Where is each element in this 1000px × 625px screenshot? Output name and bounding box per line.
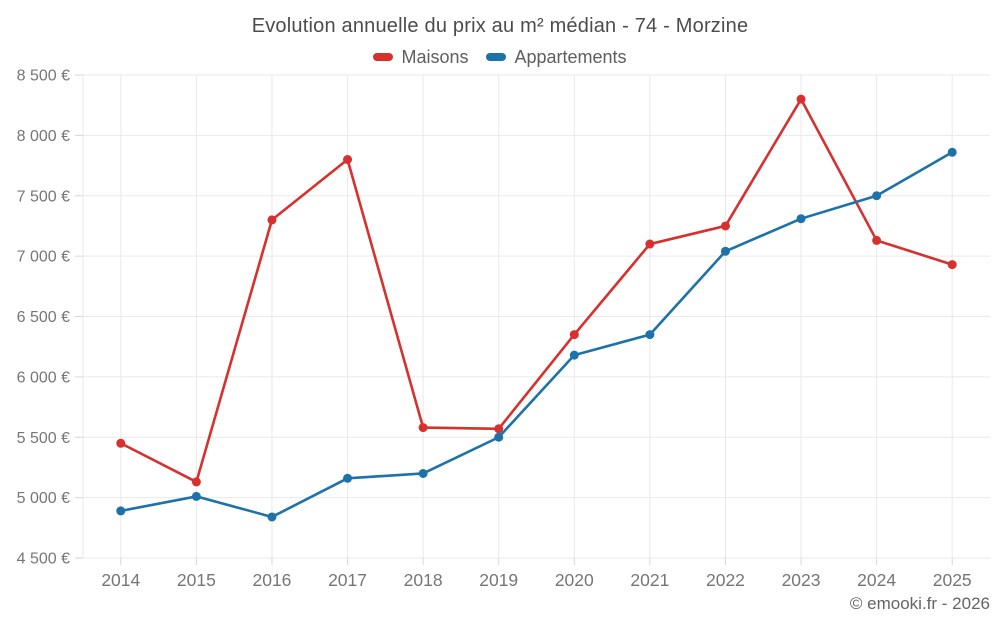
legend-label-maisons: Maisons [401, 46, 469, 67]
x-tick-label: 2015 [177, 570, 216, 590]
axis-ticks [75, 74, 953, 565]
x-tick-label: 2017 [328, 570, 367, 590]
appartements-point-2017 [343, 473, 353, 483]
maisons-point-2019 [494, 424, 504, 434]
y-tick-label: 6 500 € [17, 309, 70, 326]
y-tick-label: 5 000 € [17, 490, 70, 507]
x-tick-label: 2018 [404, 570, 443, 590]
y-tick-label: 4 500 € [17, 551, 70, 568]
y-tick-label: 7 500 € [17, 188, 70, 205]
x-tick-label: 2021 [630, 570, 669, 590]
appartements-point-2019 [494, 432, 504, 442]
x-tick-label: 2024 [857, 570, 896, 590]
maisons-series-swatch-icon [373, 53, 394, 61]
x-tick-label: 2023 [782, 570, 821, 590]
appartements-point-2022 [720, 246, 730, 256]
maisons-line [119, 97, 954, 484]
copyright-text: © emooki.fr - 2026 [849, 594, 990, 613]
maisons-point-2020 [569, 330, 579, 340]
chart-legend: Maisons Appartements [0, 46, 1000, 68]
x-tick-label: 2025 [933, 570, 972, 590]
appartements-point-2025 [947, 147, 957, 157]
appartements-series-swatch-icon [486, 53, 507, 61]
maisons-point-2015 [191, 477, 201, 487]
chart-title: Evolution annuelle du prix au m² médian … [251, 15, 749, 37]
legend-item-appartements[interactable]: Appartements [486, 46, 627, 68]
maisons-point-2021 [645, 239, 655, 249]
x-tick-label: 2020 [555, 570, 594, 590]
y-tick-label: 5 500 € [17, 430, 70, 447]
appartements-point-2024 [872, 191, 882, 201]
legend-label-appartements: Appartements [514, 46, 627, 67]
maisons-point-2022 [720, 221, 730, 231]
series-maisons [116, 94, 957, 487]
appartements-point-2023 [796, 214, 806, 224]
appartements-point-2016 [267, 512, 277, 522]
y-tick-label: 8 500 € [17, 68, 70, 85]
series-appartements [116, 147, 957, 522]
x-tick-label: 2014 [101, 570, 140, 590]
maisons-point-2025 [947, 260, 957, 270]
y-tick-label: 7 000 € [17, 249, 70, 266]
maisons-point-2017 [343, 155, 353, 165]
x-tick-label: 2022 [706, 570, 745, 590]
y-tick-label: 6 000 € [17, 369, 70, 386]
appartements-point-2020 [569, 350, 579, 360]
appartements-point-2018 [418, 468, 428, 478]
appartements-point-2014 [116, 506, 126, 516]
appartements-line [119, 150, 954, 519]
maisons-point-2014 [116, 438, 126, 448]
maisons-point-2023 [796, 94, 806, 104]
appartements-point-2015 [191, 491, 201, 501]
gridlines [82, 74, 990, 559]
x-tick-label: 2016 [252, 570, 291, 590]
y-axis-labels: 4 500 € 5 000 € 5 500 € 6 000 € 6 500 € 7 000… [17, 68, 70, 568]
maisons-point-2018 [418, 423, 428, 433]
maisons-point-2016 [267, 215, 277, 225]
maisons-point-2024 [872, 235, 882, 245]
appartements-point-2021 [645, 330, 655, 340]
x-tick-label: 2019 [479, 570, 518, 590]
legend-item-maisons[interactable]: Maisons [373, 47, 468, 68]
y-tick-label: 8 000 € [17, 128, 70, 145]
x-axis-labels: 2014 2015 2016 2017 2018 2019 2020 2021 2022 2023… [101, 570, 971, 590]
